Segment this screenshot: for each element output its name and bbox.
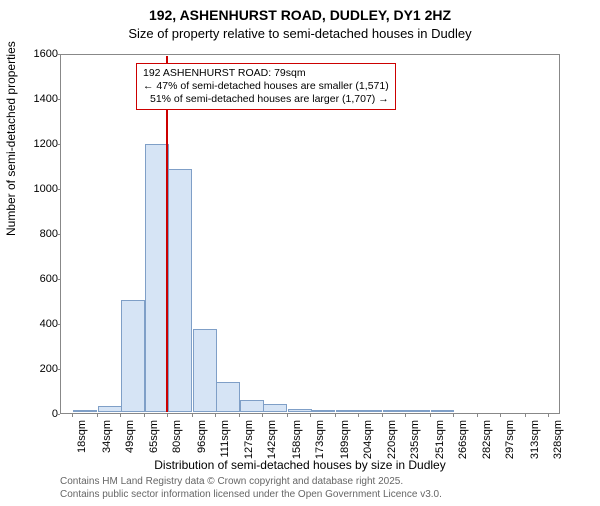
histogram-bar bbox=[383, 410, 407, 412]
histogram-bar bbox=[121, 300, 145, 413]
x-tick-label: 266sqm bbox=[457, 420, 469, 459]
histogram-bar bbox=[336, 410, 360, 412]
x-tick-label: 142sqm bbox=[266, 420, 278, 459]
x-tick-mark bbox=[192, 413, 193, 417]
histogram-bar bbox=[431, 410, 455, 412]
histogram-bar bbox=[359, 410, 383, 412]
x-tick-mark bbox=[310, 413, 311, 417]
x-tick-mark bbox=[430, 413, 431, 417]
page-title: 192, ASHENHURST ROAD, DUDLEY, DY1 2HZ bbox=[0, 6, 600, 24]
y-axis-label: Number of semi-detached properties bbox=[4, 41, 18, 236]
annotation-line: ← 47% of semi-detached houses are smalle… bbox=[143, 80, 389, 93]
x-tick-label: 34sqm bbox=[101, 420, 113, 453]
y-tick-label: 400 bbox=[22, 318, 58, 330]
x-tick-label: 65sqm bbox=[148, 420, 160, 453]
footer-line-2: Contains public sector information licen… bbox=[60, 489, 442, 502]
y-tick-label: 1600 bbox=[22, 48, 58, 60]
histogram-bar bbox=[311, 410, 335, 412]
x-tick-label: 49sqm bbox=[124, 420, 136, 453]
y-tick-mark bbox=[56, 234, 60, 235]
x-tick-label: 235sqm bbox=[409, 420, 421, 459]
histogram-bar bbox=[216, 382, 240, 412]
x-tick-label: 282sqm bbox=[481, 420, 493, 459]
y-tick-label: 200 bbox=[22, 363, 58, 375]
y-tick-label: 1400 bbox=[22, 93, 58, 105]
y-tick-mark bbox=[56, 54, 60, 55]
x-tick-mark bbox=[97, 413, 98, 417]
x-tick-mark bbox=[120, 413, 121, 417]
y-tick-label: 800 bbox=[22, 228, 58, 240]
y-tick-mark bbox=[56, 369, 60, 370]
y-tick-mark bbox=[56, 189, 60, 190]
x-tick-label: 96sqm bbox=[196, 420, 208, 453]
histogram-bar bbox=[240, 400, 264, 412]
y-tick-label: 0 bbox=[22, 408, 58, 420]
x-tick-label: 220sqm bbox=[386, 420, 398, 459]
x-tick-label: 313sqm bbox=[529, 420, 541, 459]
x-tick-label: 251sqm bbox=[434, 420, 446, 459]
x-tick-mark bbox=[167, 413, 168, 417]
x-tick-label: 173sqm bbox=[314, 420, 326, 459]
histogram-bar bbox=[73, 410, 97, 412]
histogram-bar bbox=[193, 329, 217, 412]
y-tick-label: 600 bbox=[22, 273, 58, 285]
plot-area: 192 ASHENHURST ROAD: 79sqm← 47% of semi-… bbox=[60, 54, 560, 414]
chart-container: 192 ASHENHURST ROAD: 79sqm← 47% of semi-… bbox=[60, 54, 560, 414]
y-tick-mark bbox=[56, 324, 60, 325]
y-tick-mark bbox=[56, 279, 60, 280]
x-tick-mark bbox=[405, 413, 406, 417]
histogram-bar bbox=[406, 410, 430, 412]
x-tick-label: 111sqm bbox=[219, 420, 231, 458]
y-tick-label: 1000 bbox=[22, 183, 58, 195]
y-tick-label: 1200 bbox=[22, 138, 58, 150]
histogram-bar bbox=[263, 404, 287, 412]
x-tick-mark bbox=[548, 413, 549, 417]
x-tick-mark bbox=[453, 413, 454, 417]
histogram-bar bbox=[288, 409, 312, 412]
x-tick-mark bbox=[215, 413, 216, 417]
x-tick-mark bbox=[525, 413, 526, 417]
x-tick-mark bbox=[72, 413, 73, 417]
annotation-line: 51% of semi-detached houses are larger (… bbox=[143, 93, 389, 106]
y-tick-mark bbox=[56, 414, 60, 415]
x-axis-label: Distribution of semi-detached houses by … bbox=[0, 458, 600, 472]
histogram-bar bbox=[98, 406, 122, 412]
annotation-line: 192 ASHENHURST ROAD: 79sqm bbox=[143, 67, 389, 80]
annotation-box: 192 ASHENHURST ROAD: 79sqm← 47% of semi-… bbox=[136, 63, 396, 110]
x-tick-label: 127sqm bbox=[243, 420, 255, 459]
x-tick-mark bbox=[144, 413, 145, 417]
x-tick-label: 328sqm bbox=[552, 420, 564, 459]
x-tick-mark bbox=[477, 413, 478, 417]
footer-line-1: Contains HM Land Registry data © Crown c… bbox=[60, 476, 442, 489]
x-tick-label: 158sqm bbox=[291, 420, 303, 459]
x-tick-label: 80sqm bbox=[171, 420, 183, 453]
x-tick-mark bbox=[262, 413, 263, 417]
x-tick-label: 18sqm bbox=[76, 420, 88, 453]
y-tick-mark bbox=[56, 144, 60, 145]
histogram-bar bbox=[168, 169, 192, 412]
footer-attribution: Contains HM Land Registry data © Crown c… bbox=[60, 476, 442, 501]
x-tick-label: 189sqm bbox=[339, 420, 351, 459]
x-tick-mark bbox=[239, 413, 240, 417]
x-tick-mark bbox=[335, 413, 336, 417]
x-tick-mark bbox=[500, 413, 501, 417]
page-subtitle: Size of property relative to semi-detach… bbox=[0, 26, 600, 41]
y-tick-mark bbox=[56, 99, 60, 100]
x-tick-mark bbox=[382, 413, 383, 417]
x-tick-mark bbox=[287, 413, 288, 417]
x-tick-label: 204sqm bbox=[362, 420, 374, 459]
x-tick-mark bbox=[358, 413, 359, 417]
x-tick-label: 297sqm bbox=[504, 420, 516, 459]
